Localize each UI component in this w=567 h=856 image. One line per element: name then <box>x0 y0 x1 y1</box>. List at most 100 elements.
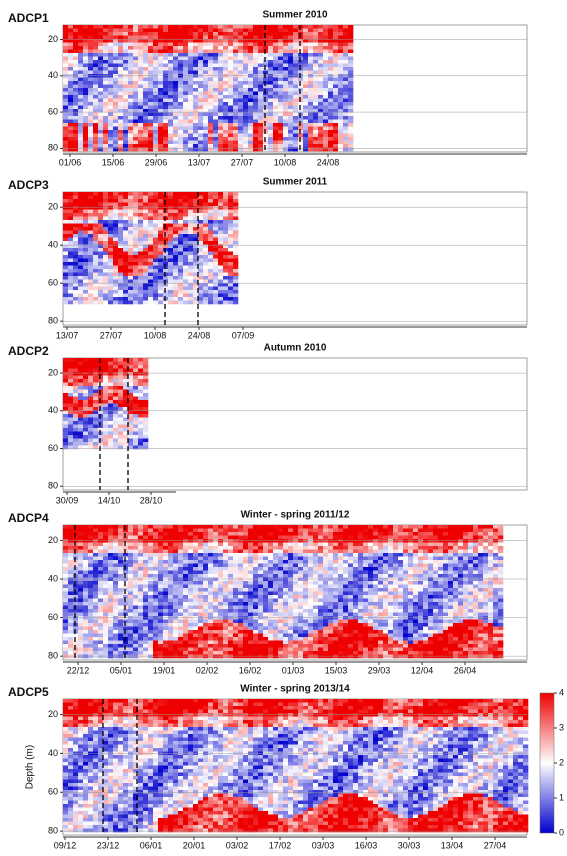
heatmap-cell <box>143 396 149 401</box>
heatmap-cell <box>68 130 74 134</box>
heatmap-cell <box>93 137 99 141</box>
heatmap-cell <box>63 630 69 634</box>
heatmap-cell <box>118 251 124 256</box>
heatmap-cell <box>178 192 184 196</box>
heatmap-cell <box>153 70 159 75</box>
heatmap-cell <box>288 42 294 47</box>
heatmap-cell <box>183 91 189 96</box>
heatmap-cell <box>183 626 189 631</box>
heatmap-cell <box>193 609 199 613</box>
heatmap-cell <box>178 532 184 536</box>
heatmap-cell <box>108 32 114 36</box>
heatmap-cell <box>198 123 204 127</box>
heatmap-cell <box>253 105 259 110</box>
heatmap-cell <box>88 407 94 411</box>
heatmap-cell <box>213 605 219 610</box>
heatmap-cell <box>193 574 199 578</box>
heatmap-cell <box>73 32 79 36</box>
heatmap-cell <box>128 438 134 443</box>
heatmap-cell <box>158 258 164 263</box>
heatmap-cell <box>128 70 134 75</box>
heatmap-cell <box>118 626 124 631</box>
heatmap-cell <box>138 112 144 117</box>
heatmap-cell <box>63 98 69 103</box>
heatmap-cell <box>138 532 144 536</box>
heatmap-cell <box>143 644 149 648</box>
heatmap-cell <box>313 60 319 64</box>
heatmap-cell <box>198 651 204 655</box>
heatmap-cell <box>153 255 159 259</box>
heatmap-cell <box>208 640 214 645</box>
heatmap-cell <box>193 556 199 561</box>
heatmap-cell <box>88 647 94 652</box>
heatmap-cell <box>183 581 189 585</box>
heatmap-cell <box>143 25 149 29</box>
heatmap-cell <box>213 581 219 585</box>
heatmap-cell <box>143 88 149 92</box>
heatmap-cell <box>143 112 149 117</box>
heatmap-cell <box>63 379 69 383</box>
heatmap-cell <box>178 553 184 557</box>
heatmap-cell <box>223 602 229 606</box>
heatmap-cell <box>198 577 204 582</box>
heatmap-cell <box>218 542 224 547</box>
heatmap-cell <box>103 35 109 40</box>
heatmap-cell <box>158 633 164 638</box>
heatmap-cell <box>103 297 109 301</box>
heatmap-cell <box>63 88 69 92</box>
heatmap-cell <box>93 265 99 270</box>
heatmap-cell <box>133 28 139 33</box>
heatmap-cell <box>118 133 124 138</box>
heatmap-cell <box>158 230 164 235</box>
heatmap-cell <box>123 431 129 436</box>
heatmap-cell <box>243 28 249 33</box>
heatmap-cell <box>158 279 164 284</box>
heatmap-cell <box>188 216 194 221</box>
heatmap-cell <box>213 237 219 242</box>
heatmap-cell <box>88 137 94 141</box>
heatmap-cell <box>218 556 224 561</box>
heatmap-cell <box>188 644 194 648</box>
heatmap-cell <box>168 223 174 228</box>
heatmap-cell <box>188 556 194 561</box>
heatmap-cell <box>173 112 179 117</box>
heatmap-cell <box>263 39 269 43</box>
heatmap-cell <box>178 612 184 617</box>
heatmap-cell <box>178 109 184 113</box>
heatmap-cell <box>113 88 119 92</box>
heatmap-cell <box>88 230 94 235</box>
heatmap-cell <box>208 577 214 582</box>
heatmap-cell <box>198 144 204 148</box>
heatmap-cell <box>178 91 184 96</box>
heatmap-cell <box>168 192 174 196</box>
heatmap-cell <box>153 202 159 207</box>
heatmap-cell <box>218 574 224 578</box>
heatmap-cell <box>68 42 74 47</box>
heatmap-cell <box>138 32 144 36</box>
heatmap-cell <box>193 130 199 134</box>
heatmap-cell <box>133 123 139 127</box>
heatmap-cell <box>83 539 89 543</box>
heatmap-cell <box>138 248 144 252</box>
heatmap-cell <box>183 199 189 203</box>
heatmap-cell <box>73 584 79 589</box>
heatmap-cell <box>213 574 219 578</box>
heatmap-cell <box>68 630 74 634</box>
heatmap-cell <box>173 549 179 554</box>
heatmap-cell <box>268 84 274 89</box>
heatmap-cell <box>318 70 324 75</box>
heatmap-cell <box>293 56 299 61</box>
heatmap-cell <box>173 525 179 529</box>
heatmap-cell <box>208 206 214 210</box>
heatmap-cell <box>98 297 104 301</box>
heatmap-cell <box>233 98 239 103</box>
heatmap-cell <box>138 403 144 408</box>
heatmap-cell <box>203 619 209 624</box>
heatmap-cell <box>78 123 84 127</box>
heatmap-cell <box>198 28 204 33</box>
heatmap-cell <box>178 88 184 92</box>
heatmap-cell <box>118 539 124 543</box>
heatmap-cell <box>148 60 154 64</box>
heatmap-cell <box>133 262 139 266</box>
heatmap-cell <box>183 234 189 238</box>
